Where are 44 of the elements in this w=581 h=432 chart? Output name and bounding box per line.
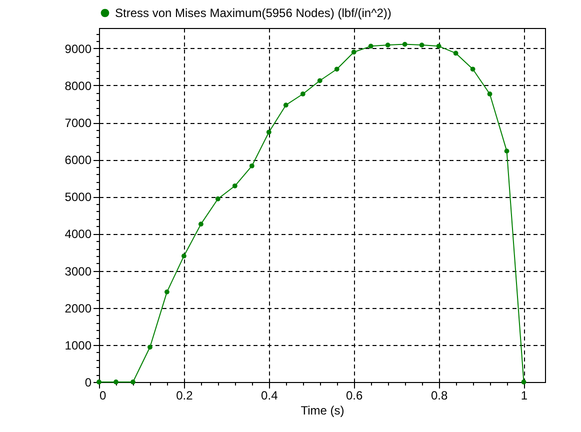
point [130, 380, 136, 384]
point [148, 344, 152, 350]
x-tick-label: 0.4 [261, 388, 278, 402]
point [385, 42, 390, 48]
y-tick-label: 8000 [64, 78, 92, 93]
point [249, 163, 254, 168]
x-tick-label: 0.8 [430, 388, 448, 402]
legend-label: Stress von Mises Maximum(5956 Nodes) (lbf/(in^2)) [115, 6, 392, 20]
point [419, 42, 424, 48]
point [300, 92, 306, 96]
x-tick-label: 1 [520, 388, 528, 402]
point [232, 183, 238, 188]
point [283, 102, 288, 108]
point [487, 92, 492, 96]
point [436, 44, 442, 49]
x-tick-label: 0.6 [346, 388, 364, 402]
x-axis-title: Time (s) [300, 404, 344, 418]
point [96, 380, 102, 384]
point [266, 130, 272, 135]
point [521, 380, 526, 384]
point [453, 50, 458, 56]
point [504, 148, 510, 154]
y-tick-label: 9000 [64, 42, 92, 56]
y-tick-label: 5000 [64, 190, 92, 204]
y-tick-label: 6000 [64, 153, 92, 168]
point [114, 380, 118, 384]
point [317, 78, 322, 84]
y-tick-label: 1000 [64, 338, 92, 352]
point [351, 50, 356, 55]
y-tick-label: 7000 [64, 116, 92, 130]
point [470, 66, 476, 72]
point [368, 44, 374, 49]
point [164, 289, 170, 294]
point [198, 222, 204, 227]
y-tick-label: 0 [84, 376, 92, 390]
y-tick-label: 3000 [64, 264, 92, 278]
point [334, 66, 340, 72]
x-tick-label: 0.2 [176, 388, 194, 402]
point [215, 196, 220, 202]
y-tick-label: 2000 [64, 301, 92, 316]
y-tick-label: 4000 [64, 227, 92, 242]
x-tick-label: 0 [100, 388, 106, 402]
point [182, 254, 186, 258]
point [402, 42, 408, 47]
